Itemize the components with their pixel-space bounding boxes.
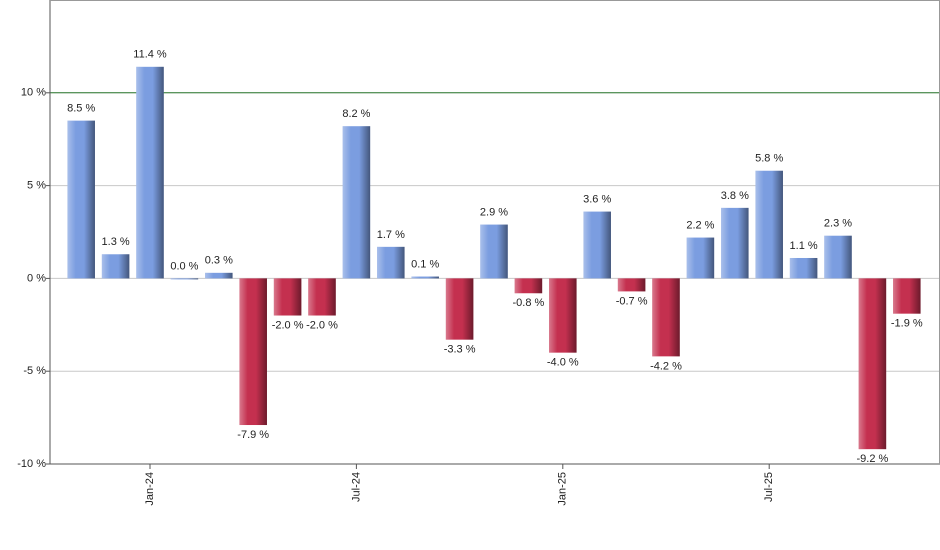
bar-shade [445, 278, 474, 340]
bar-shade [205, 272, 233, 279]
value-label: -2.0 % [272, 319, 304, 331]
value-label: 2.2 % [686, 219, 714, 231]
bar-shade [652, 278, 680, 357]
bar-shade [308, 278, 336, 316]
value-label: 0.0 % [170, 260, 198, 272]
bar-shade [858, 278, 887, 450]
value-label: 1.1 % [790, 240, 818, 252]
y-tick-label: -5 % [23, 365, 46, 377]
bar-shade [686, 237, 715, 279]
value-label: 1.7 % [377, 229, 405, 241]
y-tick-label: -10 % [17, 458, 46, 470]
bar-shade [755, 170, 783, 279]
bar-shade [170, 278, 199, 280]
bar-shade [617, 278, 646, 292]
x-tick-label: Jul-25 [763, 472, 775, 502]
bar-shade [239, 278, 267, 426]
value-label: 5.8 % [755, 153, 783, 165]
y-tick-label: 10 % [21, 87, 46, 99]
y-tick-label: 0 % [27, 272, 46, 284]
value-label: -3.3 % [444, 344, 476, 356]
value-label: -7.9 % [237, 429, 269, 441]
bar-shade [67, 120, 95, 279]
bar-shade [514, 278, 543, 294]
value-label: 8.2 % [342, 108, 370, 120]
bar-shade [480, 224, 508, 279]
bar-shade [789, 257, 818, 279]
x-tick-label: Jan-24 [144, 472, 156, 506]
value-label: -1.9 % [891, 318, 923, 330]
value-label: 11.4 % [133, 49, 167, 61]
x-tick-label: Jul-24 [350, 472, 362, 502]
value-label: 1.3 % [102, 236, 130, 248]
value-label: -9.2 % [857, 453, 889, 465]
value-label: 8.5 % [67, 103, 95, 115]
bar-shade [342, 126, 371, 279]
value-label: 2.9 % [480, 206, 508, 218]
bar-shade [583, 211, 611, 279]
value-label: -4.2 % [650, 360, 682, 372]
value-label: 0.1 % [411, 258, 439, 270]
bar-shade [893, 278, 921, 314]
value-label: 3.6 % [583, 193, 611, 205]
bar-shade [101, 254, 130, 279]
bar-shade [411, 276, 439, 279]
value-label: 2.3 % [824, 218, 852, 230]
value-label: -0.8 % [513, 297, 545, 309]
bar-shade [377, 246, 405, 279]
bar-shade [136, 66, 164, 279]
bar-shade [721, 207, 749, 279]
value-label: -0.7 % [616, 295, 648, 307]
y-tick-label: 5 % [27, 180, 46, 192]
value-label: 0.3 % [205, 255, 233, 267]
x-tick-label: Jan-25 [557, 472, 569, 506]
value-label: -4.0 % [547, 357, 579, 369]
bar-shade [824, 235, 852, 279]
bar-shade [549, 278, 577, 353]
value-label: -2.0 % [306, 319, 338, 331]
bar-shade [273, 278, 302, 316]
value-label: 3.8 % [721, 190, 749, 202]
